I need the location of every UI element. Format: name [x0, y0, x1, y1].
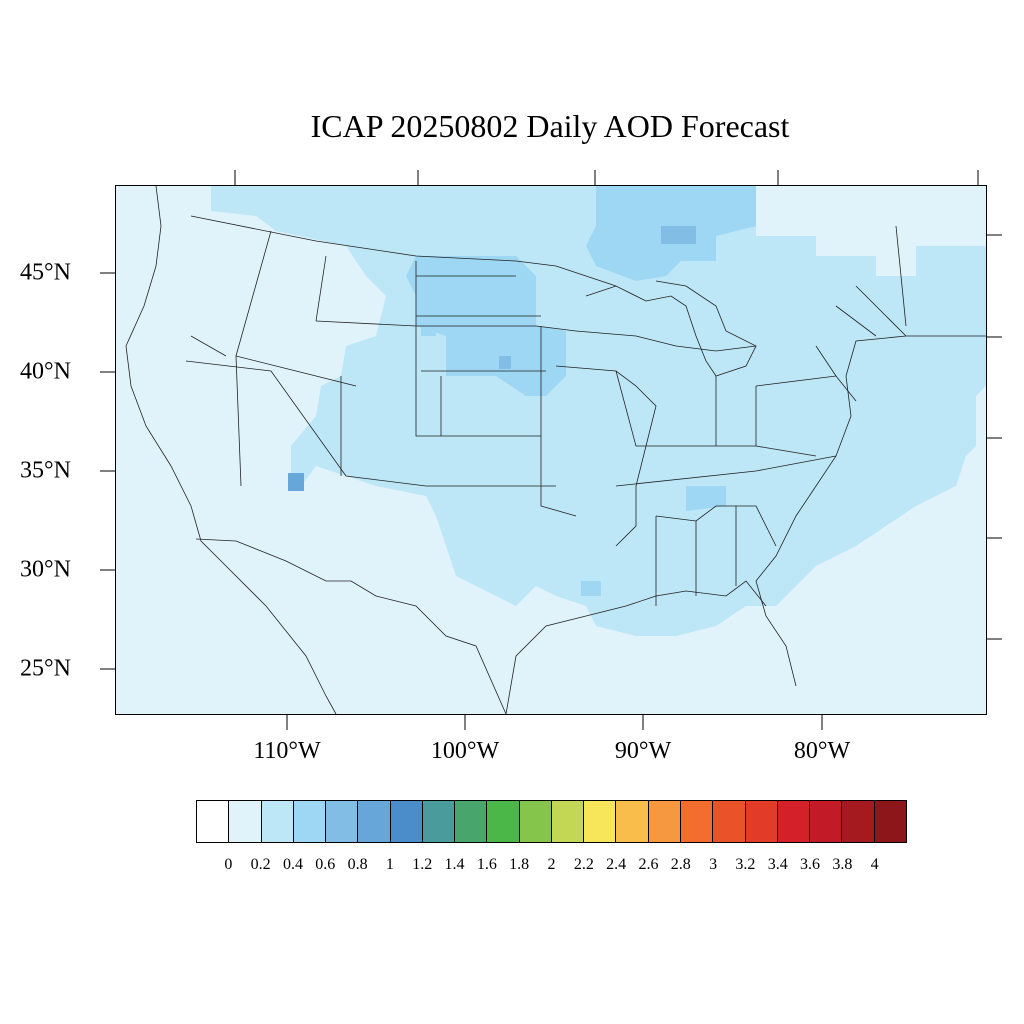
colorbar-swatch-12 [584, 801, 617, 842]
colorbar-swatch-11 [551, 801, 585, 842]
colorbar-label: 1.6 [476, 856, 497, 873]
gulf-coastline [505, 580, 767, 714]
colorbar-label: 3.8 [832, 856, 853, 873]
aod-region-dark-ontario [661, 226, 696, 244]
colorbar-label: 2 [547, 856, 556, 873]
east-coastline [755, 335, 986, 687]
lat-label-40n: 40°N [20, 358, 71, 385]
colorbar-swatch-5 [358, 801, 391, 842]
colorbar-swatch-10 [519, 801, 552, 842]
colorbar-label: 0.2 [250, 856, 271, 873]
colorbar-label: 0.6 [315, 856, 336, 873]
colorbar-swatch-17 [745, 801, 778, 842]
colorbar-swatch-9 [487, 801, 520, 842]
lat-label-35n: 35°N [20, 457, 71, 484]
lon-label-90w: 90°W [614, 738, 672, 764]
aod-region-medium-gulf [581, 581, 601, 596]
colorbar-swatch-4 [326, 801, 359, 842]
aod-field-dark [288, 226, 696, 491]
colorbar-swatch-16 [713, 801, 746, 842]
colorbar-label: 2.6 [638, 856, 659, 873]
colorbar-label: 1.8 [509, 856, 530, 873]
aod-region-medium-southeast [686, 486, 726, 511]
colorbar-swatch-0 [197, 801, 230, 842]
us-mexico-border [195, 538, 507, 714]
colorbar-label: 2.8 [670, 856, 691, 873]
colorbar-swatch-21 [874, 801, 906, 842]
lat-label-30n: 30°N [20, 556, 71, 583]
lon-label-100w: 100°W [430, 738, 500, 764]
map-title: ICAP 20250802 Daily AOD Forecast [310, 108, 790, 144]
us-canada-border [190, 215, 617, 287]
lon-label-110w: 110°W [253, 738, 321, 764]
colorbar-label: 1 [385, 856, 394, 873]
colorbar-swatch-3 [293, 801, 327, 842]
colorbar-swatch-1 [229, 801, 262, 842]
aod-map-svg [125, 186, 986, 714]
colorbar-swatch-8 [455, 801, 488, 842]
colorbar-label: 3.2 [735, 856, 756, 873]
lat-label-25n: 25°N [20, 655, 71, 682]
aod-region-medium-small [421, 326, 436, 336]
aod-map [115, 185, 987, 715]
colorbar-swatch-7 [422, 801, 456, 842]
colorbar-label: 2.2 [573, 856, 594, 873]
lat-label-45n: 45°N [20, 259, 71, 286]
colorbar-label: 0 [224, 856, 233, 873]
colorbar-label: 1.2 [412, 856, 433, 873]
colorbar-swatch-20 [842, 801, 875, 842]
colorbar-label: 4 [870, 856, 879, 873]
colorbar-swatch-2 [261, 801, 294, 842]
colorbar-label: 3.4 [767, 856, 788, 873]
colorbar-label: 0.8 [347, 856, 368, 873]
colorbar-label: 0.4 [282, 856, 303, 873]
colorbar-swatch-19 [810, 801, 843, 842]
colorbar-swatch-6 [390, 801, 423, 842]
colorbar-label: 3.6 [800, 856, 821, 873]
colorbar [196, 800, 907, 843]
west-coastline [125, 186, 337, 714]
colorbar-label: 1.4 [444, 856, 465, 873]
colorbar-swatch-15 [680, 801, 714, 842]
boundary-lines [125, 186, 986, 714]
colorbar-label: 3 [709, 856, 718, 873]
colorbar-swatch-14 [648, 801, 681, 842]
colorbar-swatch-13 [616, 801, 649, 842]
colorbar-label: 2.4 [606, 856, 627, 873]
aod-region-darker-southwest [288, 473, 304, 491]
lon-label-80w: 80°W [793, 738, 851, 764]
great-lakes [585, 280, 757, 377]
colorbar-swatch-18 [777, 801, 811, 842]
aod-region-dark-plains [499, 356, 511, 369]
